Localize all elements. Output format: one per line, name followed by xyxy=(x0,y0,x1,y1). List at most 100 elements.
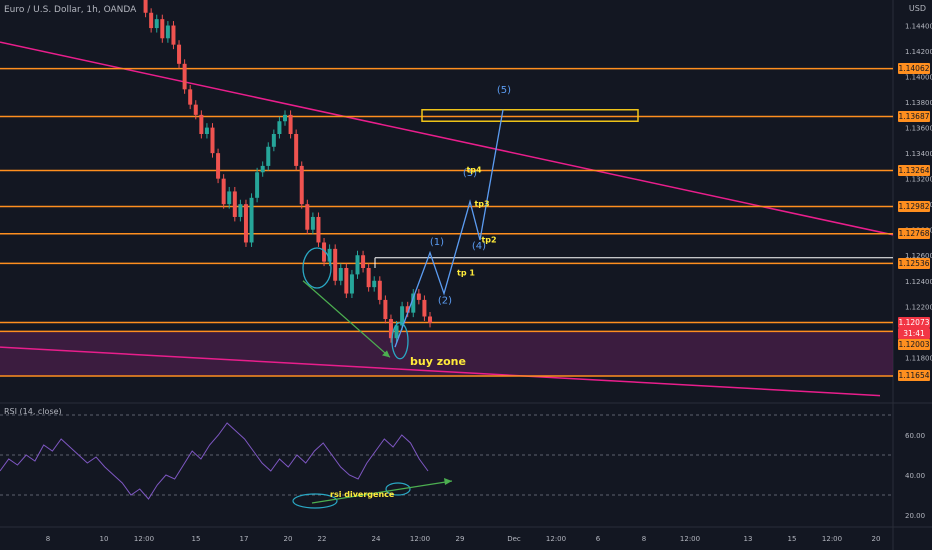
time-tick: Dec xyxy=(507,535,521,543)
arrow-head xyxy=(444,478,452,485)
price-tick: 1.14200 xyxy=(905,48,932,56)
price-tick: 1.13200 xyxy=(905,176,932,184)
pivot-ellipse xyxy=(391,322,409,360)
candle-body xyxy=(193,104,198,115)
candle-body xyxy=(149,12,154,29)
price-tick: 1.13400 xyxy=(905,150,932,158)
candle-body xyxy=(227,191,232,205)
candle-body xyxy=(361,255,366,268)
price-tick: 1.14000 xyxy=(905,74,932,82)
time-tick: 20 xyxy=(872,535,881,543)
price-tag: 1.13264 xyxy=(898,164,930,176)
price-tick: 1.13600 xyxy=(905,125,932,133)
candle-body xyxy=(422,299,427,317)
wave-label: (1) xyxy=(430,237,444,248)
candle-body xyxy=(305,204,310,230)
target-box xyxy=(421,109,639,122)
candle-body xyxy=(165,25,170,39)
time-tick: 12:00 xyxy=(546,535,566,543)
time-tick: 17 xyxy=(240,535,249,543)
candle-body xyxy=(327,248,332,262)
price-tag: 1.11654 xyxy=(898,370,930,382)
candle-body xyxy=(405,306,410,313)
symbol-title[interactable]: Euro / U.S. Dollar, 1h, OANDA xyxy=(4,5,137,15)
rsi-line xyxy=(0,422,429,500)
candle-body xyxy=(428,316,432,323)
time-tick: 24 xyxy=(372,535,381,543)
candle-body xyxy=(411,293,416,313)
candle-body xyxy=(394,325,399,339)
candle-body xyxy=(349,274,354,294)
candle-body xyxy=(372,280,377,288)
price-tick: 1.11800 xyxy=(905,354,932,362)
candle-body xyxy=(160,19,165,39)
wave-label: (2) xyxy=(438,296,452,307)
candle-body xyxy=(232,191,237,217)
rsi-label: RSI (14, close) xyxy=(4,407,62,416)
upper-trendline xyxy=(0,41,894,236)
candle-body xyxy=(182,63,187,90)
price-tag: 31:41 xyxy=(898,328,930,340)
tp-label: tp 1 xyxy=(457,269,475,278)
candle-body xyxy=(355,255,360,275)
candle-body xyxy=(383,299,388,320)
candle-body xyxy=(216,153,221,179)
price-tick: 1.12600 xyxy=(905,252,932,260)
candle-body xyxy=(171,25,176,45)
rsi-divergence-label: rsi divergence xyxy=(330,490,395,499)
time-tick: 8 xyxy=(46,535,50,543)
wave-label: (3) xyxy=(463,168,477,179)
candle-body xyxy=(210,127,215,154)
divergence-arrow xyxy=(302,280,391,358)
price-tag: 1.12073 xyxy=(898,316,930,328)
price-tag: 1.12768 xyxy=(898,228,930,240)
time-tick: 29 xyxy=(456,535,465,543)
rsi-pivot-ellipse xyxy=(385,482,411,496)
buy-zone-rect xyxy=(0,331,893,376)
candle-body xyxy=(400,306,405,326)
candle-body xyxy=(299,165,304,205)
lower-trendline xyxy=(0,346,881,397)
candle-body xyxy=(377,280,382,300)
candle-body xyxy=(310,216,315,230)
price-tick: 1.13800 xyxy=(905,99,932,107)
candle-body xyxy=(266,146,271,166)
candle-body xyxy=(338,268,343,281)
candle-body xyxy=(316,216,321,243)
candle-body xyxy=(277,121,282,134)
candle-body xyxy=(199,114,204,134)
candle-body xyxy=(177,44,182,64)
tp-label: tp4 xyxy=(466,165,482,174)
time-tick: 22 xyxy=(318,535,327,543)
time-tick: 13 xyxy=(744,535,753,543)
candle-body xyxy=(322,242,327,262)
price-tag: 1.13687 xyxy=(898,111,930,123)
price-tag: 1.12982 xyxy=(898,200,930,212)
candle-body xyxy=(204,127,209,134)
price-tag: 1.12536 xyxy=(898,257,930,269)
time-tick: 12:00 xyxy=(822,535,842,543)
rsi-tick: 60.00 xyxy=(905,432,925,440)
time-tick: 10 xyxy=(100,535,109,543)
candle-body xyxy=(366,268,371,288)
time-tick: 6 xyxy=(596,535,601,543)
candle-body xyxy=(238,204,243,217)
time-tick: 8 xyxy=(642,535,646,543)
candle-body xyxy=(221,178,226,205)
currency-label: USD xyxy=(908,4,926,13)
candle-body xyxy=(260,165,265,173)
candle-body xyxy=(288,114,293,134)
wave-path xyxy=(394,109,504,348)
price-tick: 1.12400 xyxy=(905,278,932,286)
tp-label: tp3 xyxy=(474,200,489,209)
rsi-pivot-ellipse xyxy=(292,493,338,509)
rsi-tick: 40.00 xyxy=(905,472,925,480)
candle-body xyxy=(294,134,299,166)
candle-body xyxy=(283,114,287,122)
time-tick: 12:00 xyxy=(680,535,700,543)
time-tick: 15 xyxy=(788,535,797,543)
candle-body xyxy=(271,134,276,147)
price-tag: 1.14062 xyxy=(898,63,930,75)
